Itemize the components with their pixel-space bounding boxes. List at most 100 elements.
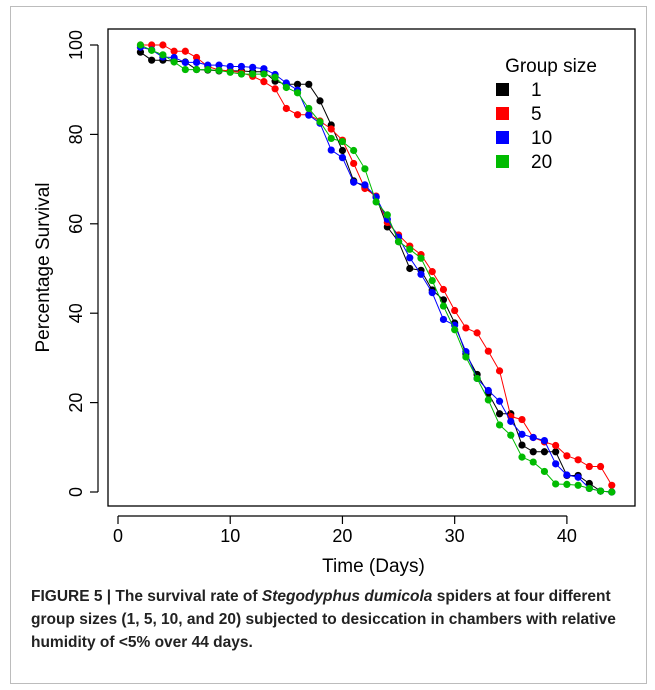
data-point-5 (451, 306, 459, 315)
series-20 (136, 41, 616, 496)
data-point-20 (484, 396, 492, 404)
data-point-20 (529, 458, 537, 466)
x-tick-label: 30 (445, 526, 465, 546)
data-point-20 (181, 65, 189, 74)
legend-swatch-10 (496, 131, 509, 144)
data-point-1 (552, 448, 560, 456)
data-point-20 (350, 146, 358, 155)
data-point-20 (372, 198, 380, 206)
legend-title: Group size (505, 56, 597, 77)
data-point-5 (495, 367, 504, 375)
data-point-20 (316, 118, 324, 126)
data-point-20 (552, 480, 560, 488)
data-point-20 (540, 467, 549, 476)
data-point-5 (282, 104, 290, 113)
survival-chart: 0 10 20 30 40 Time (Days) 0 20 40 60 80 100 Percenta… (33, 28, 636, 577)
data-point-5 (518, 415, 526, 424)
data-point-10 (361, 181, 369, 189)
plot-border (107, 28, 636, 507)
data-point-10 (540, 436, 549, 445)
data-point-10 (226, 62, 234, 71)
y-tick-label: 100 (66, 30, 86, 60)
data-point-5 (462, 324, 470, 332)
data-point-20 (383, 211, 391, 219)
data-point-1 (338, 146, 347, 155)
data-point-10 (181, 58, 189, 67)
data-point-1 (148, 56, 156, 64)
legend-label-10: 10 (531, 128, 552, 149)
series-5 (136, 41, 616, 489)
data-point-5 (293, 111, 302, 119)
data-point-20 (170, 58, 178, 66)
series-10 (136, 43, 616, 496)
data-point-20 (451, 326, 459, 334)
data-point-20 (495, 421, 504, 429)
data-point-5 (608, 481, 616, 489)
data-point-5 (563, 452, 571, 460)
data-point-20 (293, 89, 302, 97)
data-point-20 (204, 65, 212, 74)
data-point-10 (327, 146, 335, 154)
data-point-1 (495, 410, 504, 418)
y-tick-label: 20 (66, 393, 86, 413)
data-point-20 (428, 276, 436, 285)
data-point-20 (507, 431, 515, 439)
data-point-5 (585, 462, 593, 471)
x-tick-label: 0 (113, 526, 123, 546)
data-point-10 (406, 254, 414, 262)
data-point-5 (159, 41, 167, 49)
caption-species: Stegodyphus dumicola (261, 588, 433, 605)
data-point-20 (249, 70, 257, 78)
data-point-10 (428, 289, 436, 297)
data-point-20 (563, 480, 571, 489)
data-point-20 (596, 487, 605, 495)
data-point-10 (563, 471, 571, 479)
caption-lead: FIGURE 5 | The survival rate of (31, 588, 262, 605)
data-point-1 (406, 264, 414, 273)
data-point-1 (316, 97, 324, 105)
data-point-1 (293, 80, 302, 88)
figure-frame: 0 10 20 30 40 Time (Days) 0 20 40 60 80 100 Percenta… (10, 6, 647, 684)
data-point-20 (148, 46, 156, 54)
data-point-20 (417, 254, 425, 262)
data-point-5 (271, 85, 279, 93)
data-point-20 (327, 134, 335, 143)
data-point-20 (338, 137, 347, 146)
data-point-10 (417, 270, 425, 278)
legend-label-1: 1 (531, 80, 542, 101)
y-tick-label: 80 (66, 124, 86, 144)
data-point-10 (249, 63, 257, 71)
data-point-5 (552, 441, 560, 450)
data-point-20 (473, 374, 481, 383)
data-point-5 (596, 462, 605, 471)
x-tick-label: 20 (332, 526, 352, 546)
data-point-20 (215, 66, 223, 75)
data-point-10 (338, 154, 347, 162)
data-point-20 (271, 73, 279, 81)
data-point-1 (518, 441, 526, 449)
data-point-5 (574, 456, 582, 464)
series-1 (136, 48, 616, 496)
data-point-10 (192, 58, 201, 67)
data-point-20 (159, 51, 167, 59)
data-point-20 (305, 104, 313, 113)
data-point-1 (529, 448, 537, 456)
legend-swatch-1 (496, 83, 509, 96)
data-point-20 (394, 238, 403, 246)
legend-swatch-20 (496, 155, 509, 168)
data-point-10 (215, 61, 223, 69)
data-point-5 (473, 329, 481, 337)
data-point-10 (518, 430, 526, 438)
x-axis-label: Time (Days) (322, 556, 425, 577)
x-tick-label: 40 (557, 526, 577, 546)
data-point-5 (181, 47, 189, 55)
data-point-20 (406, 245, 414, 253)
data-point-10 (350, 178, 358, 186)
data-point-20 (136, 41, 145, 49)
data-point-20 (574, 481, 582, 489)
data-point-10 (439, 315, 448, 324)
data-point-10 (237, 62, 246, 71)
data-point-5 (260, 78, 268, 86)
data-point-20 (439, 302, 448, 310)
y-tick-label: 40 (66, 303, 86, 323)
